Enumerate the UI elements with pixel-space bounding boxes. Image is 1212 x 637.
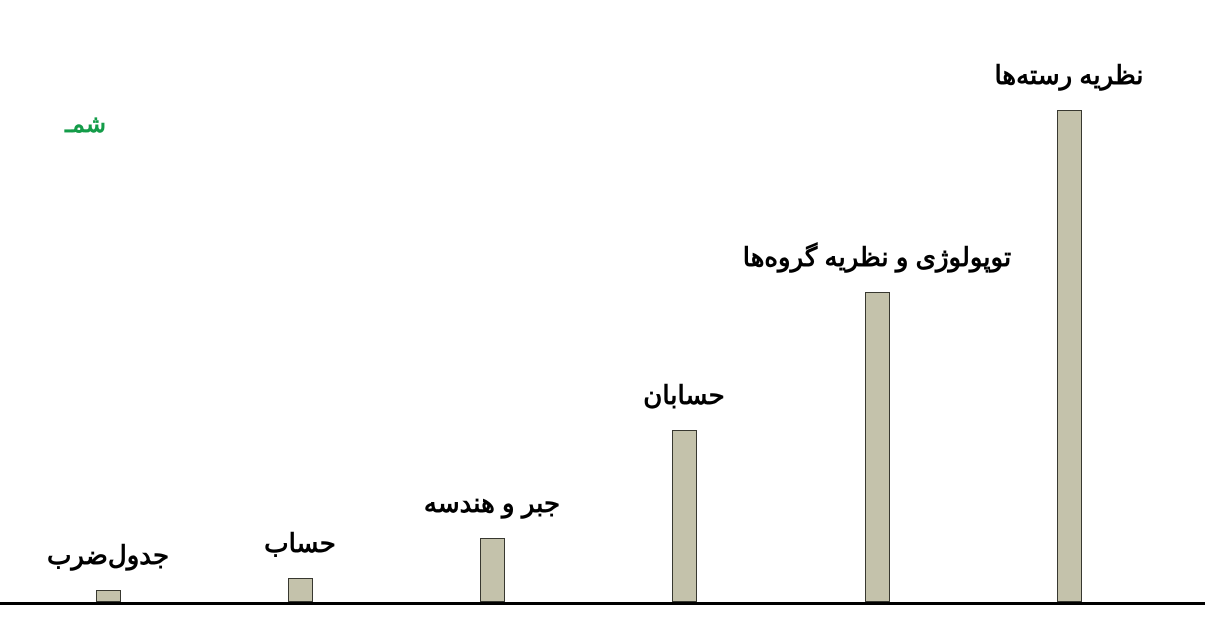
bar xyxy=(865,292,890,602)
bar xyxy=(480,538,505,602)
bar xyxy=(1057,110,1082,602)
bar xyxy=(96,590,121,602)
bar xyxy=(672,430,697,602)
bar xyxy=(288,578,313,602)
bar-chart: جدول‌ضربحسابجبر و هندسهحسابانتوپولوژی و … xyxy=(0,0,1212,637)
bar-label: حسابان xyxy=(484,380,884,411)
bar-label: جبر و هندسه xyxy=(292,488,692,519)
bar-label: نظریه رسته‌ها xyxy=(869,60,1212,91)
bar-label: حساب xyxy=(100,528,500,559)
baseline xyxy=(0,602,1205,605)
bar-label: توپولوژی و نظریه گروه‌ها xyxy=(677,242,1077,273)
watermark: شمـ xyxy=(65,110,106,139)
